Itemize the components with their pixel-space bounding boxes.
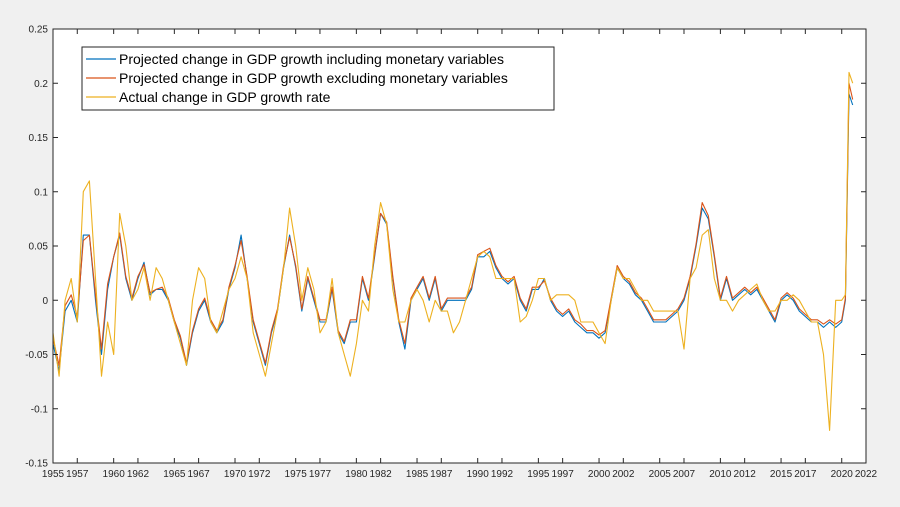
legend: Projected change in GDP growth including… — [81, 46, 555, 111]
x-tick-label: 1985 — [406, 469, 429, 480]
x-tick-label: 2012 — [734, 469, 757, 480]
x-tick-label: 2017 — [794, 469, 817, 480]
legend-label-2: Projected change in GDP growth excluding… — [119, 70, 508, 86]
y-tick-label: -0.15 — [25, 459, 48, 470]
x-tick-label: 1962 — [127, 469, 150, 480]
x-tick-label: 1955 — [42, 469, 65, 480]
x-tick-label: 2010 — [709, 469, 732, 480]
x-tick-label: 1965 — [163, 469, 186, 480]
series-layer — [52, 71, 854, 431]
x-tick-label: 1967 — [187, 469, 210, 480]
x-tick-label: 1990 — [467, 469, 490, 480]
x-tick-label: 1995 — [527, 469, 550, 480]
x-tick-label: 1975 — [285, 469, 308, 480]
y-tick-label: 0.15 — [29, 133, 49, 144]
y-tick-label: 0.2 — [34, 79, 48, 90]
y-tick-label: -0.1 — [31, 404, 49, 415]
y-tick-label: 0.25 — [29, 25, 49, 36]
x-tick-label: 1992 — [491, 469, 514, 480]
y-tick-label: 0.05 — [29, 242, 49, 253]
x-tick-label: 1957 — [66, 469, 89, 480]
legend-label-1: Projected change in GDP growth including… — [119, 51, 504, 67]
x-tick-label: 1960 — [103, 469, 126, 480]
x-tick-label: 1980 — [345, 469, 368, 480]
series-line-3 — [52, 71, 854, 431]
y-tick-label: 0.1 — [34, 187, 48, 198]
x-tick-label: 2015 — [770, 469, 793, 480]
y-tick-label: 0 — [42, 296, 48, 307]
x-tick-label: 2020 — [831, 469, 854, 480]
ticks-layer: 1955 1957 1960 1962 1965 1967 1970 1972 1975 1977… — [25, 25, 877, 481]
x-tick-label: 1982 — [370, 469, 393, 480]
x-tick-label: 2000 — [588, 469, 611, 480]
x-tick-label: 2005 — [649, 469, 672, 480]
x-tick-label: 1987 — [430, 469, 453, 480]
x-tick-label: 2007 — [673, 469, 696, 480]
x-tick-label: 2002 — [612, 469, 635, 480]
x-tick-label: 1997 — [552, 469, 575, 480]
y-tick-label: -0.05 — [25, 350, 48, 361]
x-tick-label: 1972 — [248, 469, 271, 480]
legend-label-3: Actual change in GDP growth rate — [119, 89, 331, 105]
x-tick-label: 1970 — [224, 469, 247, 480]
legend-box — [81, 46, 555, 111]
x-tick-label: 1977 — [309, 469, 332, 480]
x-tick-label: 2022 — [855, 469, 878, 480]
